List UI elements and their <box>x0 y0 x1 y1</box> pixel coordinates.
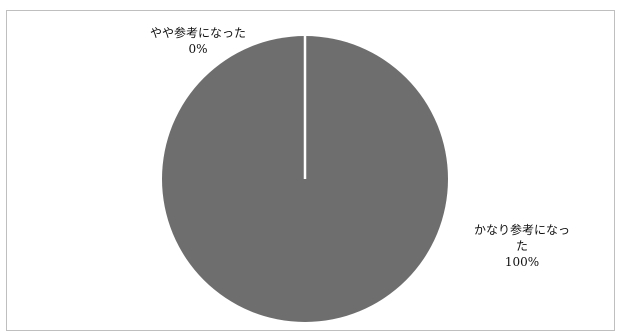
slice-label-kanari-percent: 100% <box>456 254 588 270</box>
slice-label-kanari-text-1: かなり参考になっ <box>456 222 588 238</box>
slice-label-yaya-percent: 0% <box>135 41 261 57</box>
slice-label-yaya: やや参考になった 0% <box>135 25 261 57</box>
slice-label-kanari: かなり参考になっ た 100% <box>456 222 588 270</box>
slice-label-kanari-text-2: た <box>456 238 588 254</box>
slice-label-yaya-text: やや参考になった <box>135 25 261 41</box>
